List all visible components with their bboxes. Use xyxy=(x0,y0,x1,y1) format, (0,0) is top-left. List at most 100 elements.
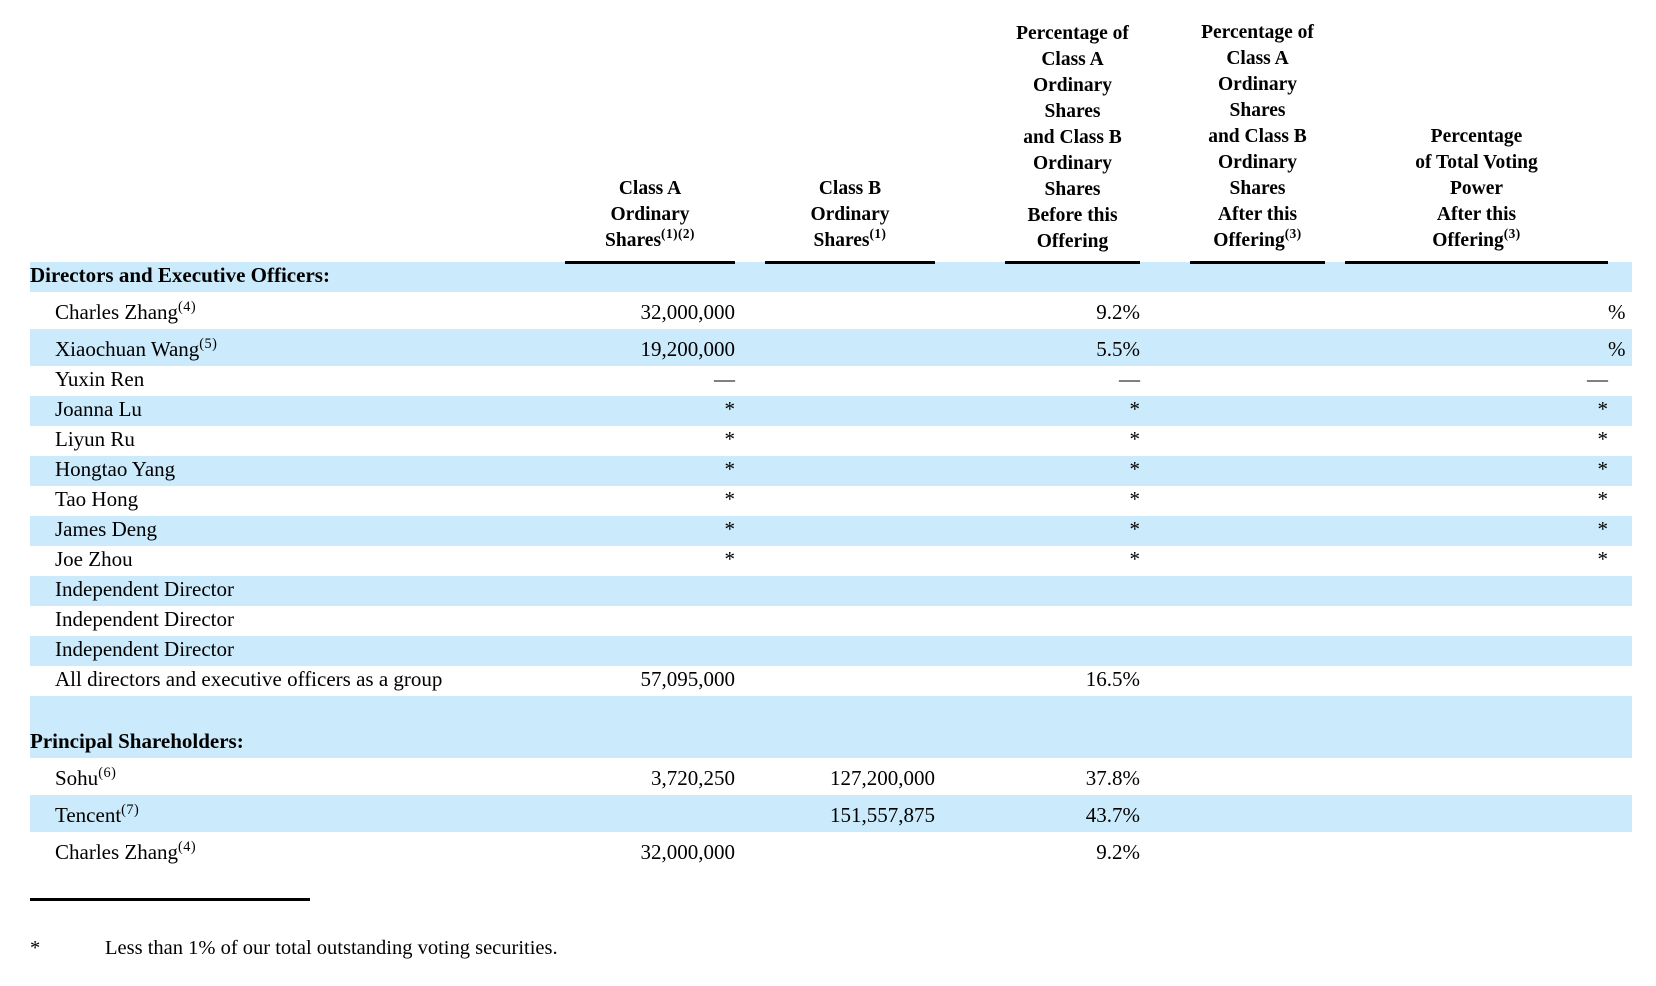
footnote-ref: (4) xyxy=(178,299,197,316)
class-b-shares-value xyxy=(765,546,935,576)
footnote-ref-3: (3) xyxy=(1284,226,1302,242)
table-row: Sohu(6) 3,720,250 127,200,000 37.8% xyxy=(30,758,1632,795)
class-b-shares-value xyxy=(765,396,935,426)
header-before-text: Percentage of Class A Ordinary Shares an… xyxy=(1016,22,1129,252)
shareholder-name-cell: Charles Zhang(4) xyxy=(30,832,565,869)
column-spacer xyxy=(735,396,765,426)
voting-power-value: * xyxy=(1345,456,1608,486)
column-spacer xyxy=(735,795,765,832)
percentage-before-offering-value xyxy=(1005,636,1140,666)
class-a-shares-value: 32,000,000 xyxy=(640,840,736,864)
column-spacer xyxy=(735,666,765,696)
voting-power-percent-sign: % xyxy=(1608,300,1626,324)
column-spacer xyxy=(1325,329,1345,366)
shareholder-name: Xiaochuan Wang xyxy=(55,337,200,361)
column-spacer xyxy=(1140,795,1190,832)
column-spacer xyxy=(735,329,765,366)
footnote-ref-1: (1) xyxy=(869,226,887,242)
percentage-after-offering-value xyxy=(1190,292,1325,329)
class-b-shares-value xyxy=(765,576,935,606)
shareholder-name-cell: Principal Shareholders: xyxy=(30,726,565,758)
column-spacer xyxy=(935,606,1005,636)
column-spacer xyxy=(1140,576,1190,606)
column-spacer xyxy=(1140,456,1190,486)
column-spacer xyxy=(735,292,765,329)
column-spacer xyxy=(1140,546,1190,576)
column-spacer xyxy=(1140,516,1190,546)
table-row: Xiaochuan Wang(5) 19,200,000 5.5% % xyxy=(30,329,1632,366)
voting-power-value: * xyxy=(1345,516,1608,546)
percentage-after-offering-value xyxy=(1190,606,1325,636)
shareholder-name: Independent Director xyxy=(55,637,235,661)
percentage-before-offering-value: 9.2% xyxy=(1096,300,1140,324)
percentage-after-offering-value xyxy=(1190,636,1325,666)
footnote-ref-3: (3) xyxy=(1503,226,1521,242)
class-b-shares-value xyxy=(765,292,935,329)
percentage-after-offering-value xyxy=(1190,456,1325,486)
shareholder-name-cell: Joanna Lu xyxy=(30,396,565,426)
shareholder-name-cell: Sohu(6) xyxy=(30,758,565,795)
shareholder-name-cell: Yuxin Ren xyxy=(30,366,565,396)
column-spacer xyxy=(1325,486,1345,516)
voting-power-percent-sign xyxy=(1608,666,1632,696)
table-row: Independent Director xyxy=(30,576,1632,606)
column-spacer xyxy=(1140,426,1190,456)
percentage-before-offering-value xyxy=(1005,696,1140,726)
class-b-shares-value xyxy=(765,832,935,869)
column-spacer xyxy=(935,546,1005,576)
shareholder-name-cell: Directors and Executive Officers: xyxy=(30,262,565,292)
voting-power-percent-sign xyxy=(1608,606,1632,636)
percentage-before-offering-value: * xyxy=(1005,516,1140,546)
column-spacer xyxy=(935,396,1005,426)
table-row: Tencent(7) 151,557,875 43.7% xyxy=(30,795,1632,832)
percentage-before-offering-value: * xyxy=(1129,547,1141,571)
column-spacer xyxy=(1325,426,1345,456)
table-row: Directors and Executive Officers: xyxy=(30,262,1632,292)
class-a-shares-value: * xyxy=(724,427,736,451)
shareholder-name: Principal Shareholders: xyxy=(30,729,244,753)
voting-power-value xyxy=(1345,795,1608,832)
column-spacer xyxy=(935,516,1005,546)
class-a-shares-value: * xyxy=(565,516,735,546)
shareholder-name-cell: Hongtao Yang xyxy=(30,456,565,486)
class-b-shares-value: 127,200,000 xyxy=(830,766,935,790)
column-spacer xyxy=(1140,606,1190,636)
column-spacer xyxy=(735,516,765,546)
class-a-shares-value: — xyxy=(714,367,735,391)
voting-power-percent-sign xyxy=(1608,576,1632,606)
percentage-after-offering-value xyxy=(1190,576,1325,606)
column-spacer xyxy=(735,636,765,666)
shareholder-name: Liyun Ru xyxy=(55,427,135,451)
class-b-shares-value xyxy=(765,486,935,516)
class-b-shares-value xyxy=(765,366,935,396)
column-spacer xyxy=(735,456,765,486)
shareholder-name: James Deng xyxy=(55,517,158,541)
column-spacer xyxy=(735,606,765,636)
column-spacer xyxy=(935,758,1005,795)
column-spacer xyxy=(1325,456,1345,486)
class-a-shares-value xyxy=(565,636,735,666)
percentage-before-offering-value xyxy=(1005,606,1140,636)
footnote-ref: (7) xyxy=(121,802,140,819)
class-a-shares-value: * xyxy=(565,456,735,486)
shareholder-name: Hongtao Yang xyxy=(55,457,176,481)
column-spacer xyxy=(935,486,1005,516)
voting-power-value xyxy=(1345,262,1608,292)
header-voting-text: Percentage of Total Voting Power After t… xyxy=(1415,125,1538,251)
column-spacer xyxy=(1140,666,1190,696)
column-spacer xyxy=(935,426,1005,456)
percentage-after-offering-value xyxy=(1190,329,1325,366)
class-b-shares-value xyxy=(765,262,935,292)
header-spacer xyxy=(935,12,1005,262)
voting-power-percent-sign xyxy=(1608,426,1632,456)
table-header-row: Class A Ordinary Shares(1)(2) Class B Or… xyxy=(30,12,1632,264)
shareholder-name-cell: Xiaochuan Wang(5) xyxy=(30,329,565,366)
shareholder-name: Independent Director xyxy=(55,577,235,601)
column-spacer xyxy=(1325,262,1345,292)
table-row: Independent Director xyxy=(30,636,1632,666)
column-spacer xyxy=(1140,832,1190,869)
voting-power-value: * xyxy=(1597,427,1609,451)
column-spacer xyxy=(1325,516,1345,546)
percentage-after-offering-value xyxy=(1190,546,1325,576)
class-b-shares-value xyxy=(765,329,935,366)
